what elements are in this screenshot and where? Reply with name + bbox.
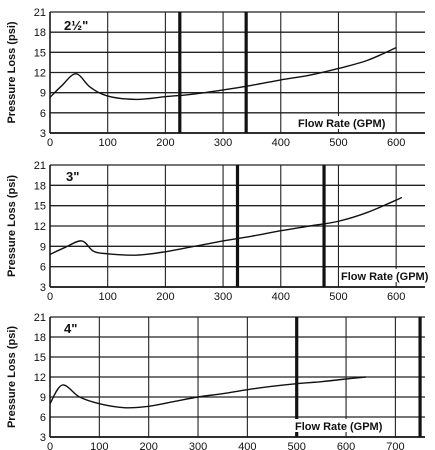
x-tick-label: 500 (329, 291, 347, 303)
x-axis-label-background (339, 269, 435, 282)
x-tick-label: 400 (238, 441, 256, 450)
chart-title: 2½" (64, 18, 88, 33)
y-tick-label: 21 (34, 160, 46, 172)
x-tick-label: 200 (140, 441, 158, 450)
chart-title: 3" (66, 169, 79, 184)
y-tick-label: 9 (40, 392, 46, 404)
x-tick-label: 0 (47, 291, 53, 303)
y-tick-label: 21 (34, 7, 46, 19)
x-tick-label: 400 (272, 291, 290, 303)
chart-title: 4" (64, 321, 77, 336)
y-tick-label: 6 (40, 108, 46, 120)
x-tick-label: 500 (288, 441, 306, 450)
series-line-1 (49, 376, 366, 409)
x-tick-label: 600 (387, 137, 405, 149)
y-tick-label: 15 (34, 47, 46, 59)
y-tick-label: 3 (40, 128, 46, 140)
series-line-1 (49, 46, 397, 101)
x-tick-label: 200 (156, 137, 174, 149)
y-tick-label: 6 (40, 412, 46, 424)
x-axis-label: Flow Rate (GPM) (295, 421, 383, 433)
x-tick-label: 100 (99, 291, 117, 303)
y-tick-label: 21 (34, 312, 46, 324)
x-axis-label: Flow Rate (GPM) (341, 271, 429, 283)
y-tick-label: 9 (40, 88, 46, 100)
x-tick-label: 100 (90, 441, 108, 450)
x-tick-label: 100 (99, 137, 117, 149)
x-tick-label: 400 (272, 137, 290, 149)
y-tick-label: 18 (34, 27, 46, 39)
y-axis-label: Pressure Loss (psi) (6, 175, 18, 277)
x-axis-label-background (293, 419, 389, 432)
y-tick-label: 3 (40, 432, 46, 444)
chart-panel-1: 3 6 9 12 15 18 21 0 100 200 300 400 500 600 Pressure L… (6, 7, 425, 149)
x-axis-label: Flow Rate (GPM) (298, 118, 386, 130)
y-tick-label: 12 (34, 221, 46, 233)
y-tick-label: 15 (34, 201, 46, 213)
y-tick-label: 6 (40, 262, 46, 274)
x-tick-label: 300 (214, 291, 232, 303)
x-tick-label: 300 (214, 137, 232, 149)
chart-panel-2: 3 6 9 12 15 18 21 0 100 200 300 400 500 600 Pressure L… (6, 160, 435, 303)
chart-panel-3: 3 6 9 12 15 18 21 0 100 200 300 400 500 600 700 Pressur… (6, 312, 425, 450)
y-tick-label: 3 (40, 282, 46, 294)
y-tick-label: 9 (40, 241, 46, 253)
x-tick-label: 200 (156, 291, 174, 303)
x-tick-label: 300 (189, 441, 207, 450)
x-tick-label: 0 (47, 137, 53, 149)
x-tick-label: 700 (386, 441, 404, 450)
x-tick-label: 600 (337, 441, 355, 450)
y-axis-label: Pressure Loss (psi) (6, 21, 18, 123)
x-tick-label: 600 (387, 291, 405, 303)
x-tick-label: 0 (47, 441, 53, 450)
series-line-1 (49, 196, 403, 256)
y-tick-label: 12 (34, 372, 46, 384)
y-tick-label: 18 (34, 332, 46, 344)
y-tick-label: 12 (34, 68, 46, 80)
y-tick-label: 15 (34, 352, 46, 364)
y-axis-label: Pressure Loss (psi) (6, 326, 18, 428)
x-tick-label: 500 (329, 137, 347, 149)
x-axis-label-background (296, 116, 392, 129)
y-tick-label: 18 (34, 180, 46, 192)
